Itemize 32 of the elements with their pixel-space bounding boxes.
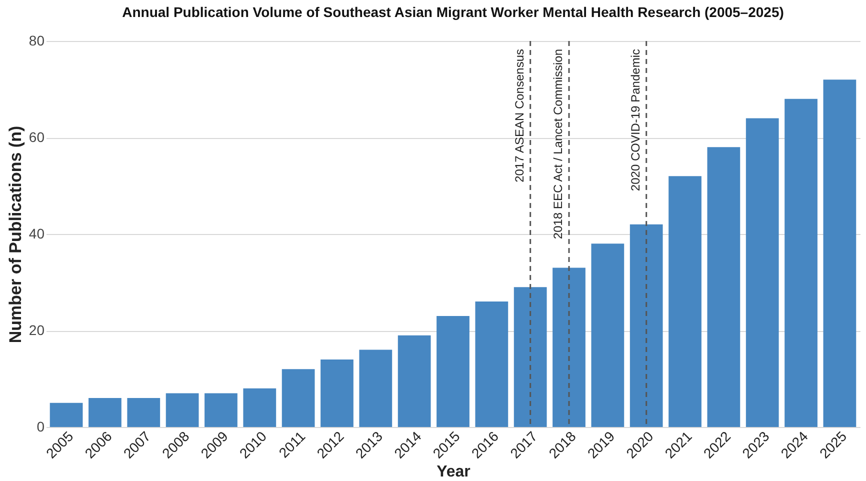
bar	[320, 359, 354, 427]
bar	[204, 393, 238, 427]
bar	[707, 147, 740, 427]
ref-line-label: 2018 EEC Act / Lancet Commission	[551, 49, 566, 240]
y-tick-label: 20	[28, 322, 45, 338]
ref-line-label: 2017 ASEAN Consensus	[512, 49, 526, 182]
bar	[784, 98, 818, 427]
bar	[88, 398, 122, 427]
ref-line-label: 2020 COVID-19 Pandemic	[628, 49, 642, 192]
bar	[591, 244, 624, 427]
bar	[127, 398, 160, 427]
x-axis-title: Year	[436, 463, 470, 480]
bar	[475, 302, 508, 427]
bar	[823, 80, 856, 427]
bar	[398, 335, 431, 427]
y-tick-label: 0	[36, 418, 45, 434]
y-axis-title: Number of Publications (n)	[6, 126, 25, 344]
bar	[552, 268, 586, 427]
bar	[50, 402, 83, 427]
bar	[746, 118, 779, 427]
bar	[166, 393, 199, 427]
y-tick-label: 40	[28, 226, 45, 242]
bar	[436, 316, 470, 427]
bar	[359, 350, 392, 427]
y-tick-label: 60	[28, 129, 45, 145]
y-tick-label: 80	[28, 32, 45, 48]
chart-title: Annual Publication Volume of Southeast Asian Migrant Worker Mental Health Research (2005–2025)	[122, 4, 784, 20]
bar	[282, 369, 315, 427]
bar	[514, 287, 547, 427]
bar	[630, 224, 663, 427]
bar	[243, 388, 276, 427]
bar	[668, 176, 702, 427]
